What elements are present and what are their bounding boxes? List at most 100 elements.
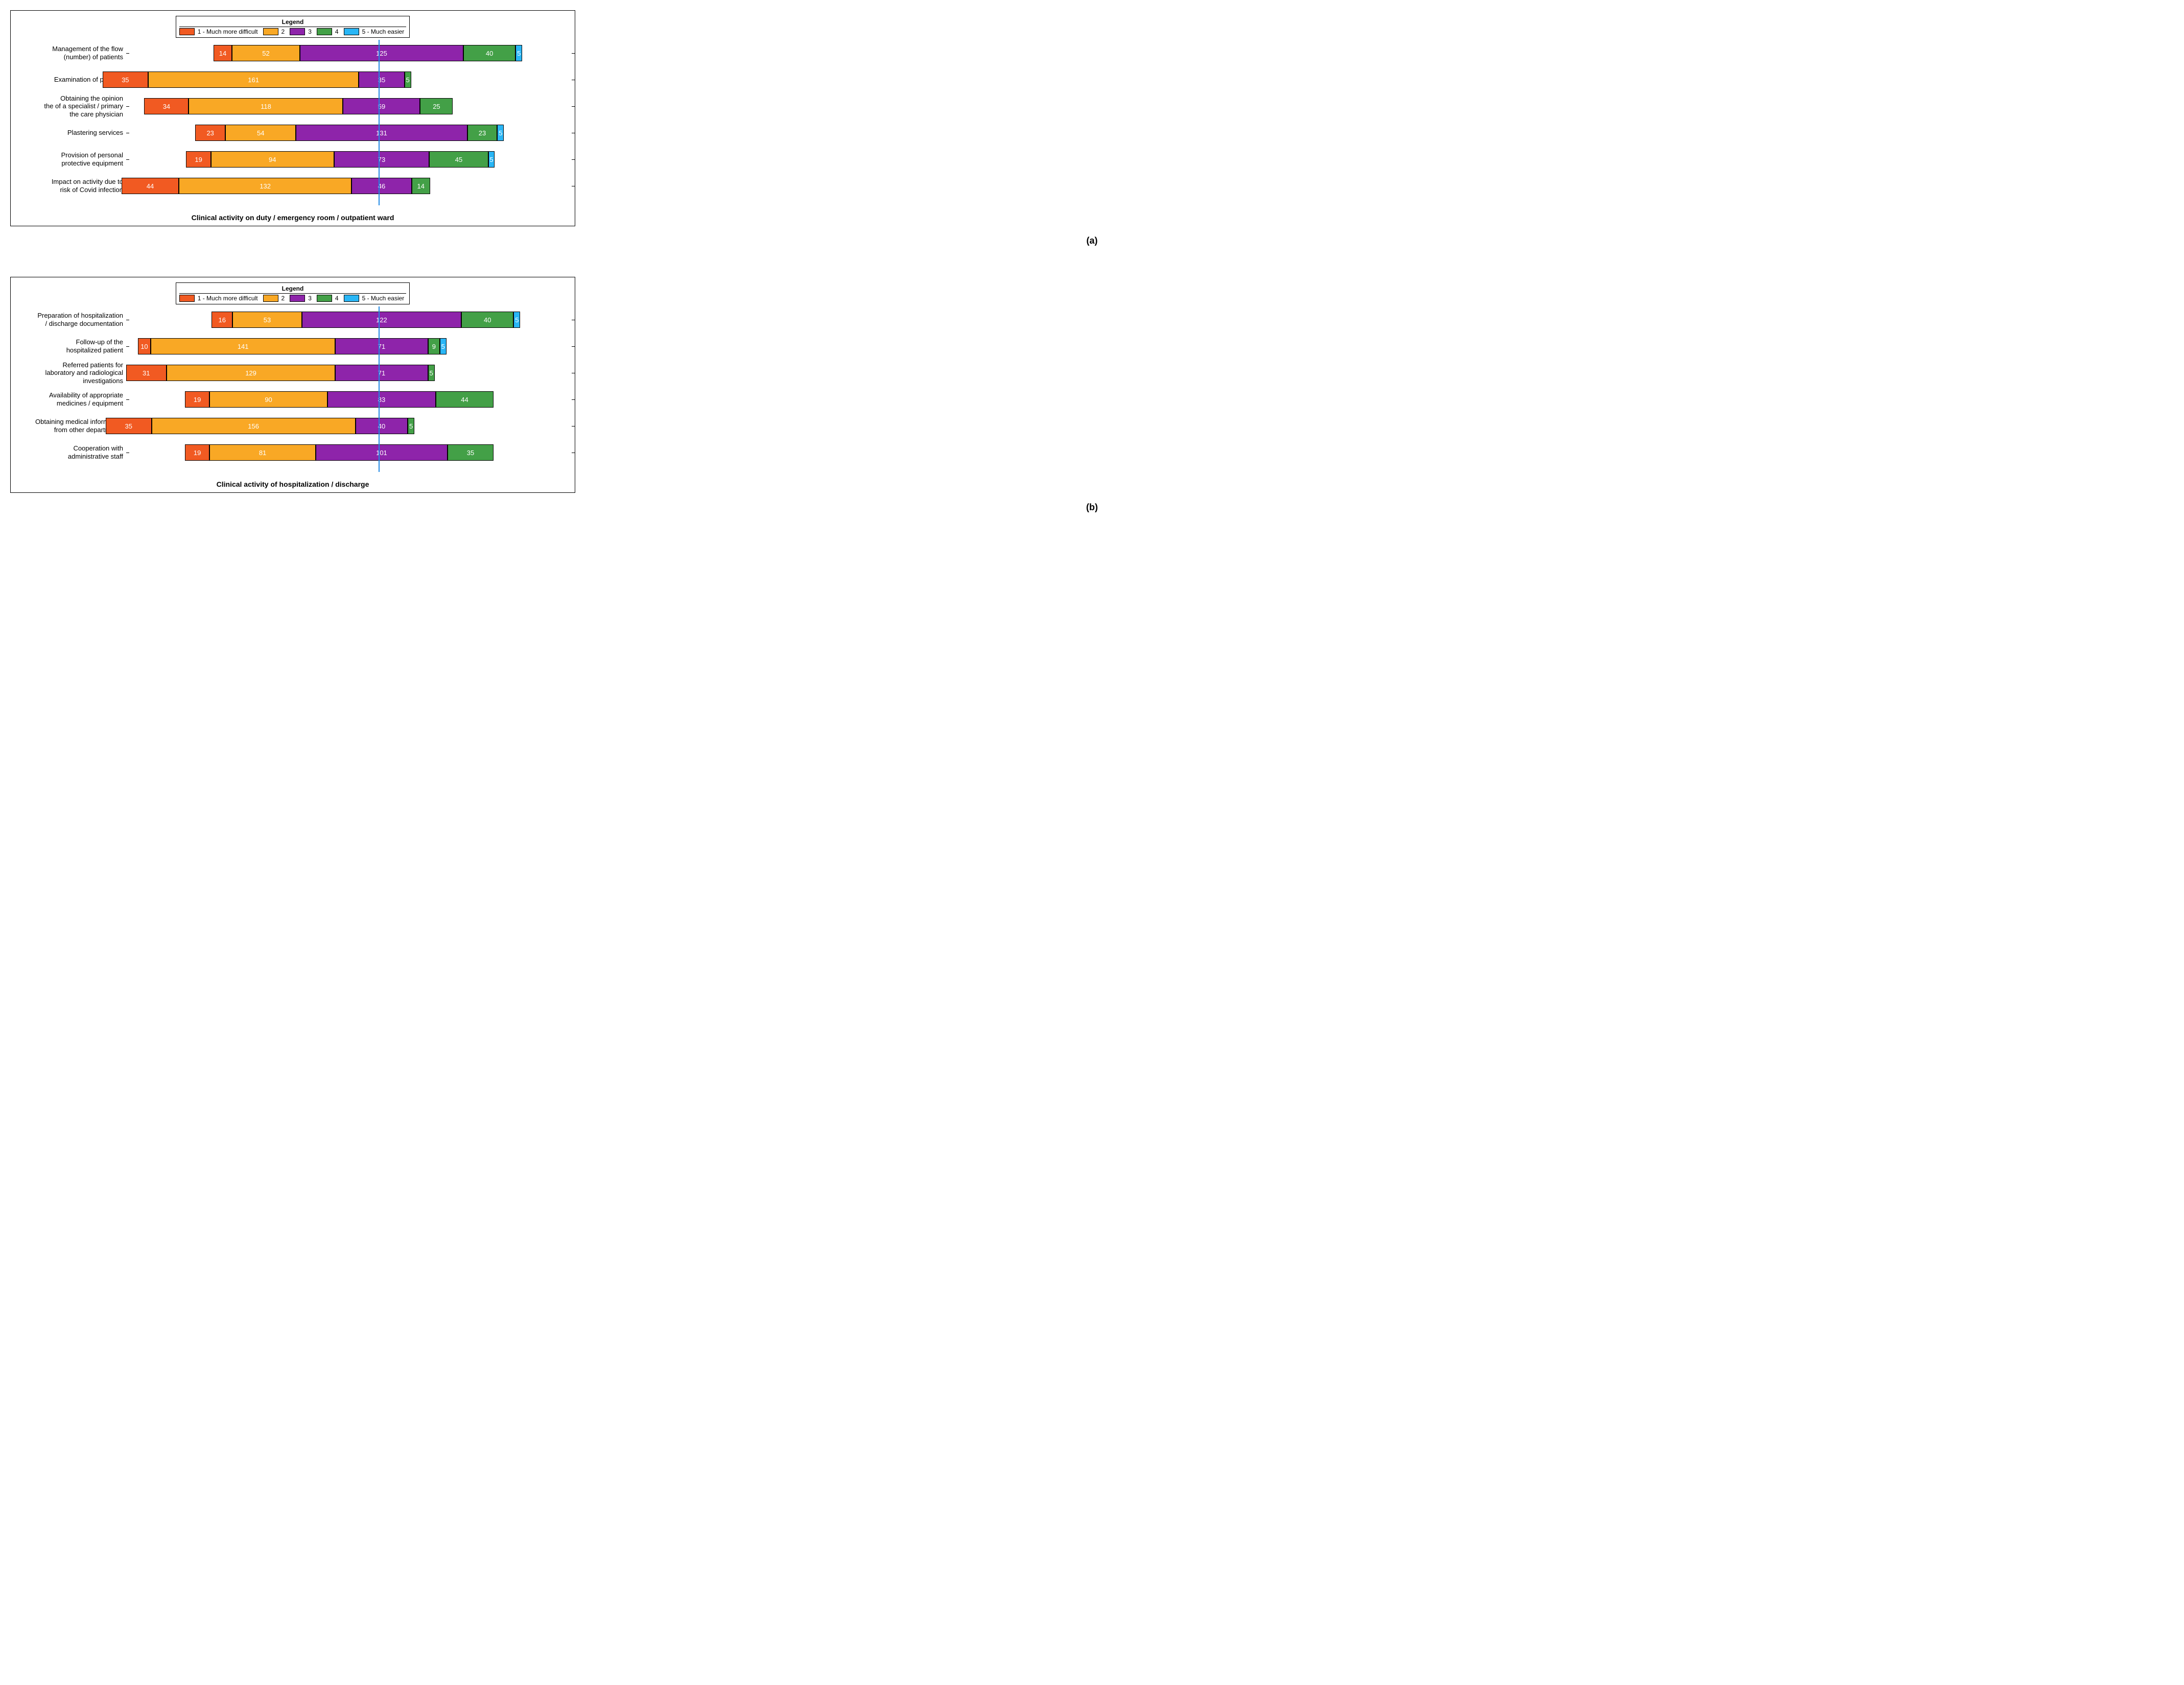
bar-value: 161 [248, 76, 259, 84]
legend-title: Legend [179, 18, 407, 27]
bar-segment: 40 [461, 312, 513, 328]
bar-value: 23 [206, 129, 214, 137]
bar-segment: 132 [179, 178, 351, 194]
legend-swatch-2 [263, 28, 278, 35]
bar-value: 25 [433, 103, 440, 110]
bar-value: 5 [499, 129, 502, 137]
legend-swatch-1 [179, 28, 195, 35]
bar-value: 44 [147, 182, 154, 190]
bar-value: 19 [194, 449, 201, 457]
bar-stack: 441324614 [122, 178, 430, 194]
bar-value: 132 [260, 182, 271, 190]
legend-swatch-3 [290, 28, 305, 35]
bar-segment: 40 [463, 45, 515, 61]
bar-segment: 10 [138, 338, 151, 354]
bar-value: 16 [218, 316, 225, 324]
bar-value: 10 [140, 343, 148, 350]
bar-segment: 141 [151, 338, 335, 354]
bar-value: 5 [430, 369, 433, 377]
bar-stack: 2354131235 [195, 125, 504, 141]
bar-value: 19 [195, 156, 202, 163]
bar-segment: 5 [428, 365, 435, 381]
bar-area: 35156405 [129, 413, 565, 439]
bar-segment: 5 [488, 151, 495, 168]
axis-tick-right [572, 399, 575, 400]
bar-value: 35 [467, 449, 474, 457]
legend-swatch-5 [344, 295, 359, 302]
bar-value: 35 [122, 76, 129, 84]
bar-value: 156 [248, 422, 259, 430]
legend-label-5: 5 - Much easier [362, 295, 405, 302]
legend-swatch-1 [179, 295, 195, 302]
bar-area: 35161355 [129, 66, 565, 93]
plot-area: Preparation of hospitalization/ discharg… [21, 306, 565, 472]
bar-segment: 101 [316, 444, 448, 461]
bar-stack: 341185925 [144, 98, 453, 114]
y-axis-label: Plastering services [21, 129, 126, 137]
bar-value: 54 [257, 129, 264, 137]
subplot-caption: (b) [10, 502, 2174, 513]
chart-row: Preparation of hospitalization/ discharg… [21, 306, 565, 333]
bar-segment: 52 [232, 45, 300, 61]
bar-segment: 23 [467, 125, 498, 141]
legend-label-4: 4 [335, 28, 339, 35]
bar-segment: 44 [122, 178, 179, 194]
legend-swatch-3 [290, 295, 305, 302]
bar-value: 5 [517, 50, 521, 57]
bar-segment: 5 [513, 312, 520, 328]
legend-swatch-4 [317, 28, 332, 35]
legend-wrap: Legend1 - Much more difficult2345 - Much… [21, 16, 565, 38]
bar-segment: 25 [420, 98, 453, 114]
axis-tick-right [572, 159, 575, 160]
chart-row: Obtaining medical informationfrom other … [21, 413, 565, 439]
bar-value: 31 [143, 369, 150, 377]
chart-row: Examination of patients35161355 [21, 66, 565, 93]
bar-value: 122 [376, 316, 387, 324]
bar-stack: 35161355 [103, 72, 411, 88]
plot-area: Management of the flow(number) of patien… [21, 40, 565, 205]
bar-segment: 9 [428, 338, 440, 354]
bar-segment: 129 [167, 365, 335, 381]
bar-segment: 118 [189, 98, 343, 114]
bar-segment: 53 [232, 312, 302, 328]
legend-swatch-4 [317, 295, 332, 302]
subplot-caption: (a) [10, 235, 2174, 246]
chart-row: Availability of appropriatemedicines / e… [21, 386, 565, 413]
bar-stack: 31 129715 [126, 365, 435, 381]
bar-value: 81 [259, 449, 266, 457]
bar-area: 101417195 [129, 333, 565, 360]
legend-swatch-2 [263, 295, 278, 302]
x-axis-label: Clinical activity on duty / emergency ro… [11, 213, 575, 222]
bar-segment: 5 [440, 338, 447, 354]
bar-stack: 19908344 [185, 391, 494, 408]
bar-value: 5 [441, 343, 445, 350]
bar-value: 40 [484, 316, 491, 324]
bar-stack: 1452125405 [214, 45, 522, 61]
chart-row: Cooperation withadministrative staff 19 81… [21, 439, 565, 466]
legend-label-1: 1 - Much more difficult [198, 28, 258, 35]
chart-row: Management of the flow(number) of patien… [21, 40, 565, 66]
bar-segment: 90 [209, 391, 327, 408]
bar-value: 14 [417, 182, 425, 190]
bar-segment: 19 [185, 444, 210, 461]
center-reference-line [379, 40, 380, 205]
bar-segment: 5 [408, 418, 414, 434]
chart-row: Plastering services2354131235 [21, 120, 565, 146]
y-axis-label: Availability of appropriatemedicines / e… [21, 391, 126, 407]
chart-panel: Legend1 - Much more difficult2345 - Much… [10, 10, 575, 226]
bar-segment: 156 [152, 418, 356, 434]
bar-value: 101 [376, 449, 387, 457]
y-axis-label: Cooperation withadministrative staff [21, 444, 126, 460]
y-axis-label: Impact on activity due torisk of Covid i… [21, 178, 126, 194]
rows-wrap: Management of the flow(number) of patien… [21, 40, 565, 199]
bar-segment: 59 [343, 98, 420, 114]
bar-segment: 71 [335, 365, 428, 381]
bar-value: 90 [265, 396, 272, 404]
bar-segment: 45 [429, 151, 488, 168]
bar-value: 5 [409, 422, 413, 430]
bar-segment: 122 [302, 312, 461, 328]
legend-items: 1 - Much more difficult2345 - Much easie… [179, 295, 407, 302]
axis-tick-right [572, 346, 575, 347]
bar-value: 5 [406, 76, 410, 84]
bar-value: 118 [261, 103, 271, 110]
